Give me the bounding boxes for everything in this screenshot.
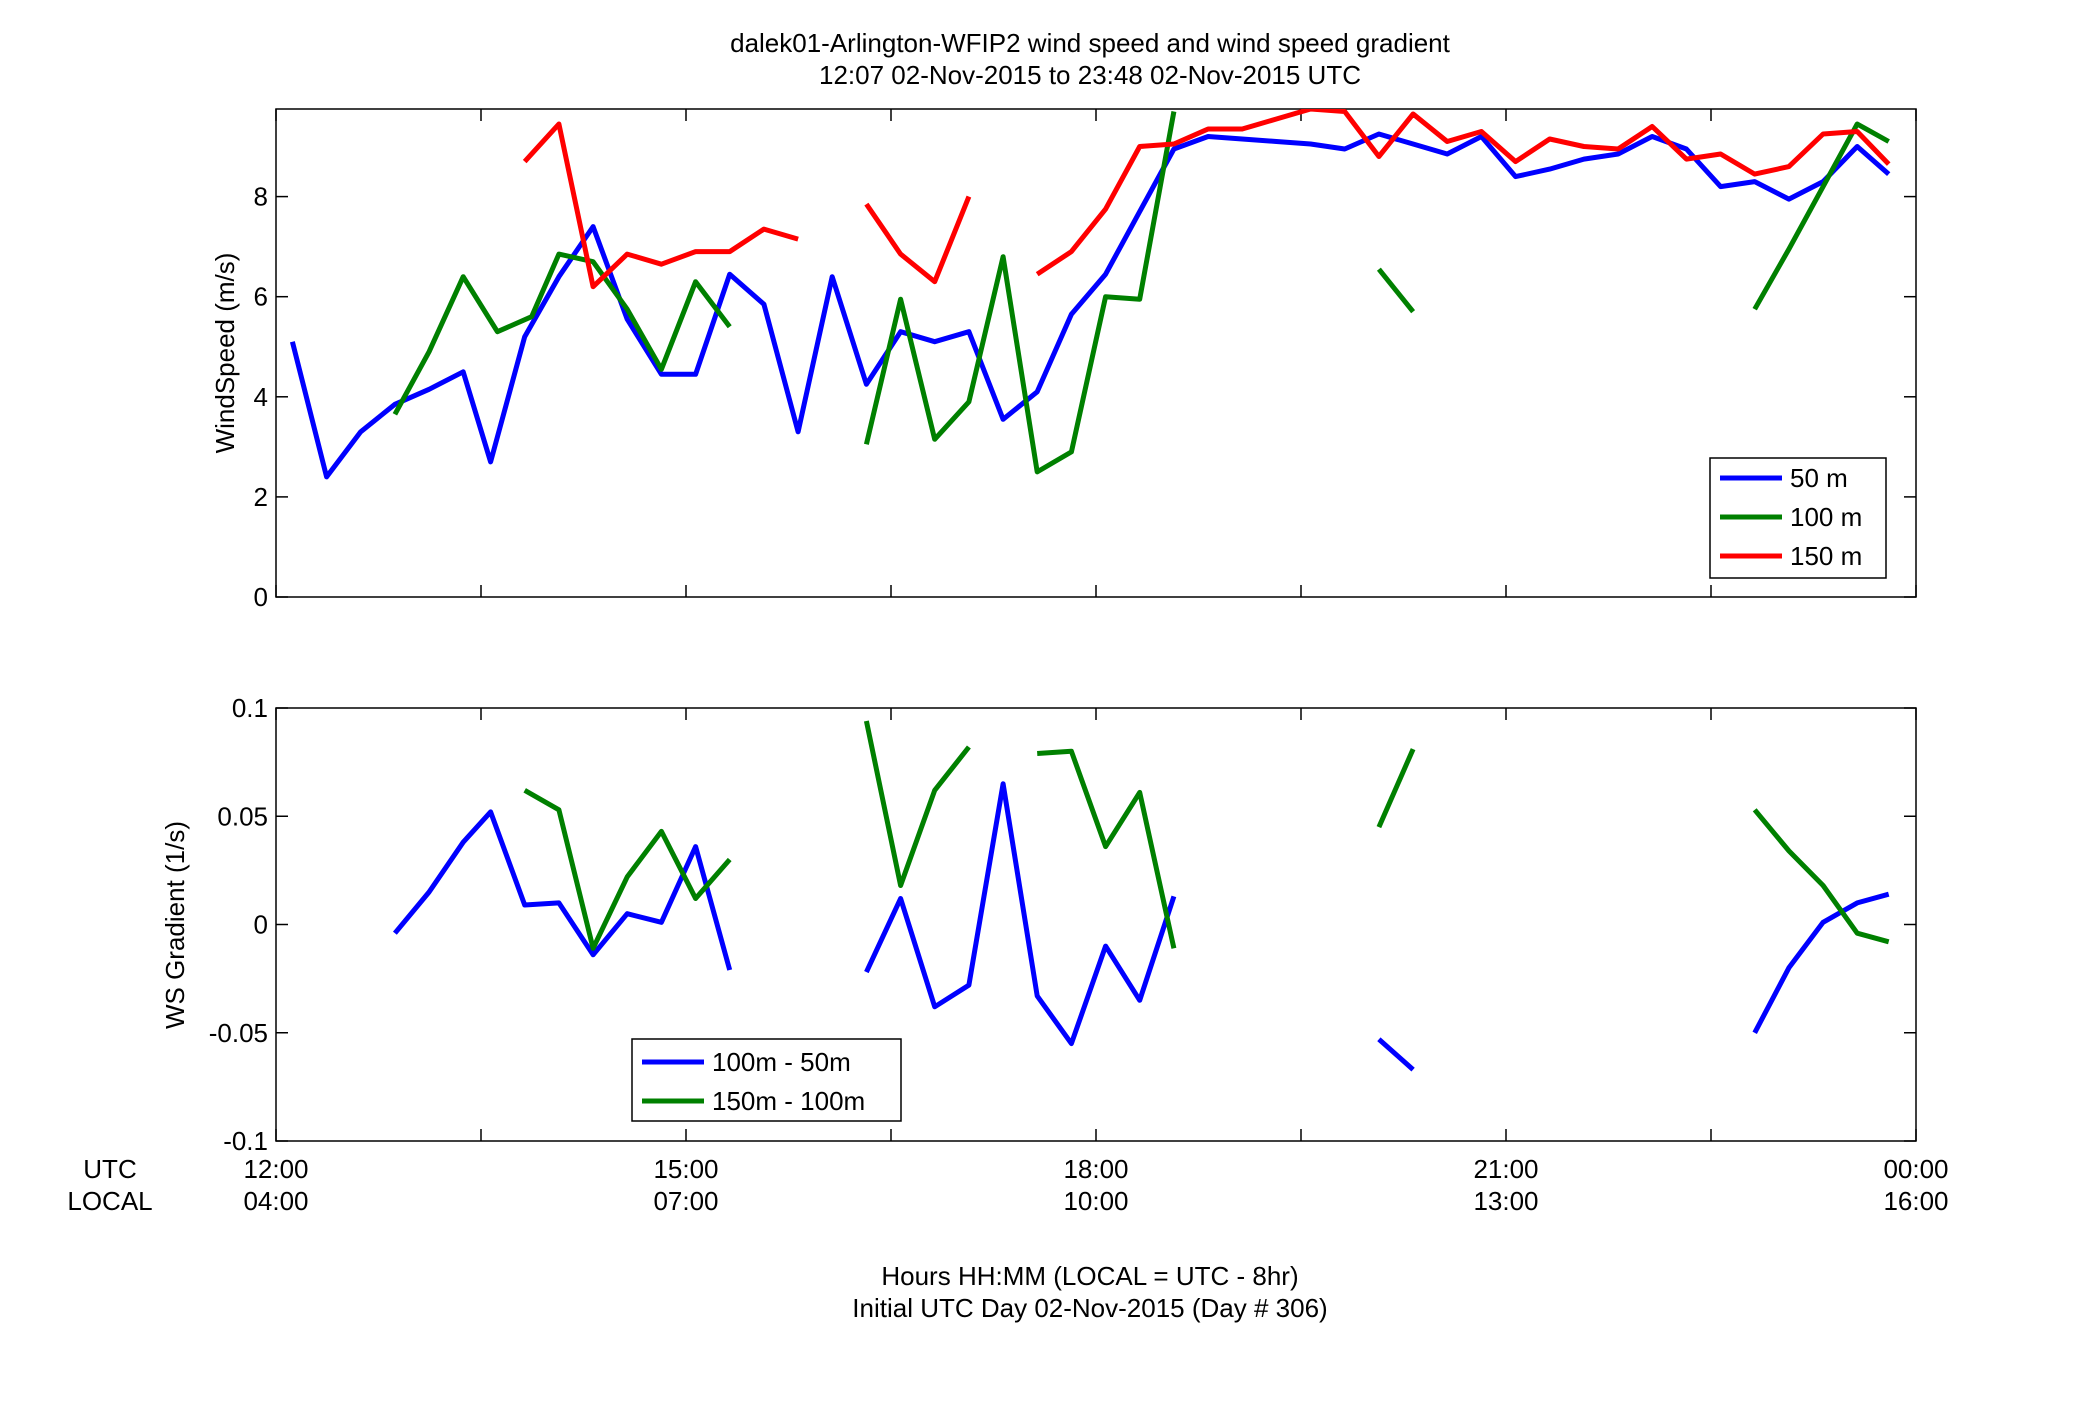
utc-row-label: UTC: [83, 1154, 136, 1184]
series-line-150m-100m: [1037, 748, 1177, 949]
wind-speed-plot-frame: [275, 108, 1917, 598]
utc-tick-label: 21:00: [1473, 1154, 1538, 1184]
wind-speed-x-ticks: [275, 109, 1917, 597]
ws-gradient-panel: -0.1 -0.05 0 0.05 0.1 WS Gradient (1/s) 100m…: [160, 693, 1917, 1156]
y-tick-label: 2: [254, 482, 268, 512]
series-line-100m-50m: [864, 781, 1177, 1047]
series-line-100m-50m: [1377, 1037, 1415, 1072]
ws-gradient-y-axis-label: WS Gradient (1/s): [160, 821, 190, 1029]
local-tick-label: 10:00: [1063, 1186, 1128, 1216]
wind-speed-series: [289, 109, 1891, 480]
series-line-150m-100m: [523, 788, 732, 951]
local-tick-label: 13:00: [1473, 1186, 1538, 1216]
wind-speed-legend: 50 m 100 m 150 m: [1709, 457, 1887, 579]
legend-entry-150m-100m: 150m - 100m: [712, 1086, 865, 1116]
series-line-150m-100m: [1376, 748, 1416, 829]
series-line-100m-50m: [1752, 891, 1890, 1034]
y-tick-label: 6: [254, 282, 268, 312]
y-tick-label: 4: [254, 382, 268, 412]
legend-entry-150m: 150 m: [1790, 541, 1862, 571]
utc-tick-label: 15:00: [653, 1154, 718, 1184]
wind-speed-y-axis-label: WindSpeed (m/s): [210, 253, 240, 454]
y-tick-label: 0.05: [217, 801, 268, 831]
series-line-150-m: [864, 195, 972, 285]
wind-speed-panel: 0 2 4 6 8 WindSpeed (m/s) 50 m 100 m 150 m: [210, 108, 1917, 612]
series-line-150-m: [1035, 109, 1891, 277]
y-tick-label: -0.1: [223, 1126, 268, 1156]
series-line-150-m: [522, 121, 799, 290]
ws-gradient-legend-box: [631, 1038, 902, 1122]
series-line-100-m: [863, 111, 1177, 475]
utc-tick-label: 12:00: [243, 1154, 308, 1184]
ws-gradient-series: [392, 720, 1890, 1072]
figure-title-line1: dalek01-Arlington-WFIP2 wind speed and w…: [730, 28, 1451, 58]
wind-speed-y-ticks: 0 2 4 6 8: [254, 182, 1916, 612]
y-tick-label: 0.1: [232, 693, 268, 723]
y-tick-label: 0: [254, 910, 268, 940]
local-tick-label: 04:00: [243, 1186, 308, 1216]
figure-title-line2: 12:07 02-Nov-2015 to 23:48 02-Nov-2015 U…: [819, 60, 1361, 90]
series-line-100m-50m: [392, 809, 733, 971]
x-axis-label-line2: Initial UTC Day 02-Nov-2015 (Day # 306): [852, 1293, 1327, 1323]
utc-tick-label: 18:00: [1063, 1154, 1128, 1184]
ws-gradient-plot-frame: [275, 707, 1917, 1142]
series-line-50-m: [289, 131, 1891, 480]
series-line-150m-100m: [1752, 808, 1890, 945]
series-line-100-m: [1376, 267, 1416, 314]
series-line-100-m: [1752, 121, 1890, 311]
ws-gradient-x-ticks: [275, 708, 1917, 1141]
legend-entry-50m: 50 m: [1790, 463, 1848, 493]
y-tick-label: 8: [254, 182, 268, 212]
ws-gradient-y-ticks: -0.1 -0.05 0 0.05 0.1: [209, 693, 1916, 1156]
series-line-100-m: [392, 251, 732, 416]
y-tick-label: -0.05: [209, 1018, 268, 1048]
series-line-150m-100m: [863, 720, 971, 888]
legend-entry-100m: 100 m: [1790, 502, 1862, 532]
x-axis-label-line1: Hours HH:MM (LOCAL = UTC - 8hr): [881, 1261, 1298, 1291]
utc-tick-label: 00:00: [1883, 1154, 1948, 1184]
local-tick-label: 16:00: [1883, 1186, 1948, 1216]
y-tick-label: 0: [254, 582, 268, 612]
legend-entry-100m-50m: 100m - 50m: [712, 1047, 851, 1077]
ws-gradient-legend: 100m - 50m 150m - 100m: [631, 1038, 902, 1122]
local-tick-label: 07:00: [653, 1186, 718, 1216]
local-row-label: LOCAL: [67, 1186, 152, 1216]
